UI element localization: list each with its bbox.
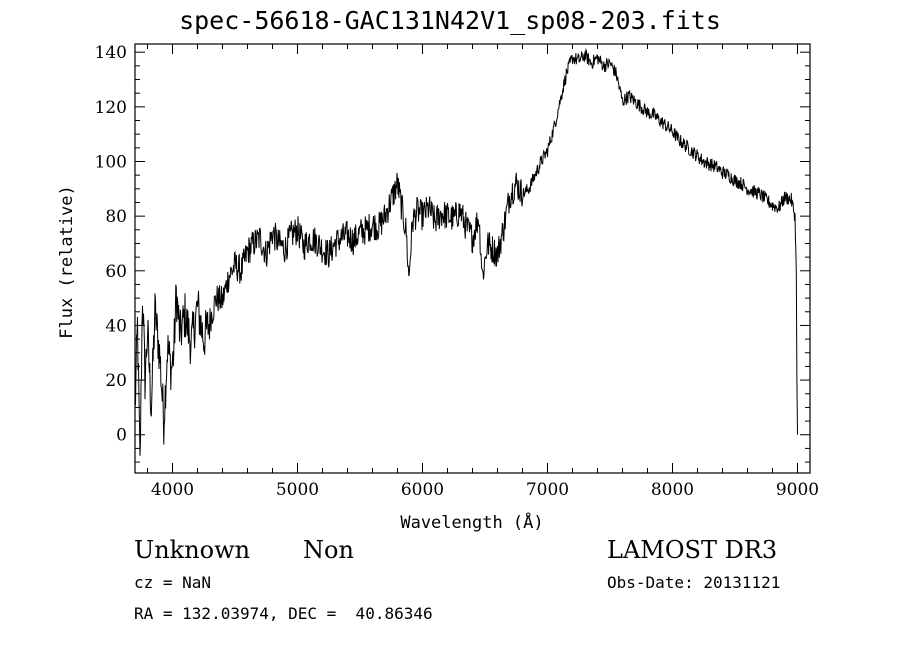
- y-tick-label: 80: [105, 207, 127, 227]
- y-tick-label: 140: [95, 43, 127, 63]
- x-tick-label: 9000: [776, 480, 819, 500]
- x-tick-label: 7000: [526, 480, 569, 500]
- y-tick-label: 20: [105, 371, 127, 391]
- x-tick-label: 5000: [276, 480, 319, 500]
- coordinates-label: RA = 132.03974, DEC = 40.86346: [134, 604, 433, 623]
- survey-label: LAMOST DR3: [607, 536, 778, 564]
- y-tick-label: 40: [105, 316, 127, 336]
- object-subclass-label: Non: [303, 536, 354, 564]
- object-class-label: Unknown: [134, 536, 251, 564]
- x-tick-labels: 4000 5000 6000 7000 8000 9000: [151, 480, 819, 500]
- y-tick-label: 100: [95, 152, 127, 172]
- y-axis-label: Flux (relative): [57, 185, 77, 339]
- obs-date-label: Obs-Date: 20131121: [607, 573, 781, 592]
- x-tick-label: 6000: [401, 480, 444, 500]
- y-tick-label: 120: [95, 98, 127, 118]
- spectrum-line: [134, 47, 798, 456]
- x-tick-label: 4000: [151, 480, 194, 500]
- y-tick-labels: 0 20 40 60 80 100 120 140: [95, 43, 127, 446]
- chart-title: spec-56618-GAC131N42V1_sp08-203.fits: [179, 6, 721, 35]
- y-tick-label: 0: [116, 426, 127, 446]
- y-tick-label: 60: [105, 262, 127, 282]
- x-tick-label: 8000: [651, 480, 694, 500]
- x-axis-label: Wavelength (Å): [400, 511, 543, 533]
- redshift-label: cz = NaN: [134, 573, 212, 592]
